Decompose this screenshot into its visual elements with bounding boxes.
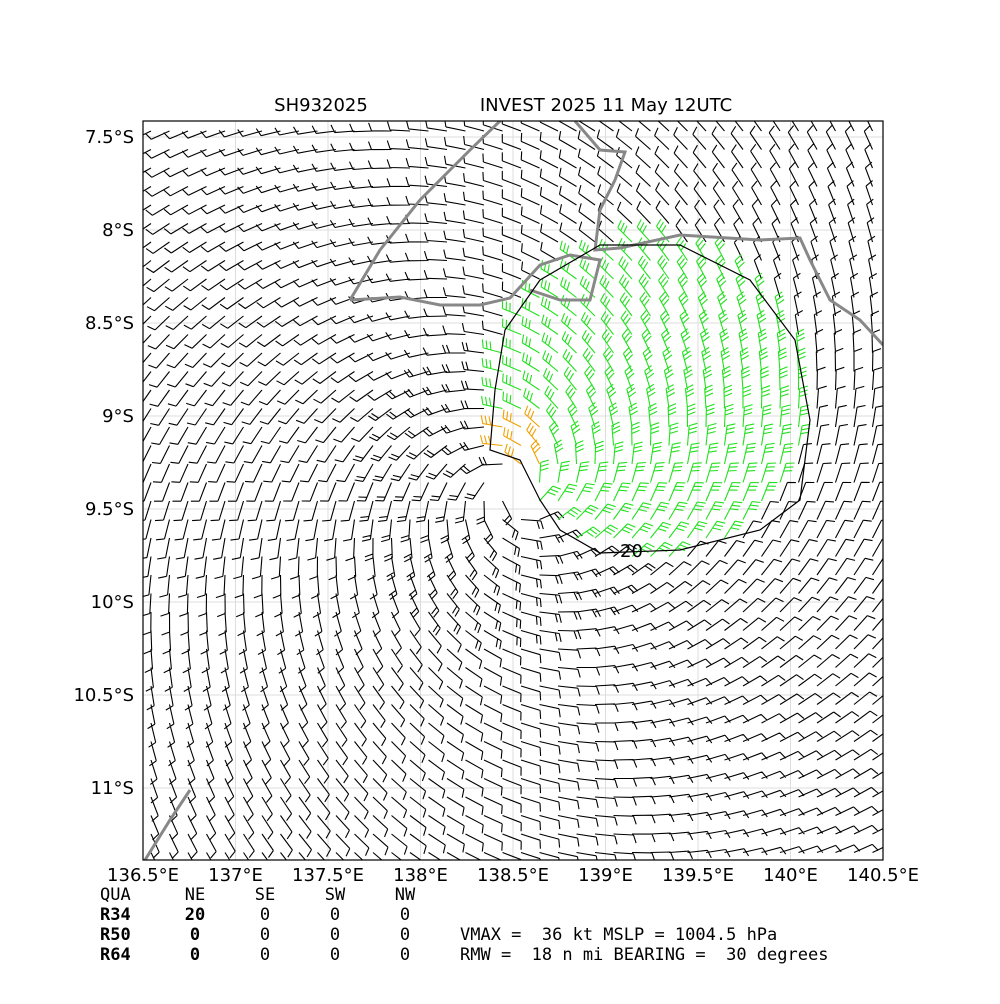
table-cell: 0 <box>260 925 270 945</box>
table-cell: 0 <box>260 945 270 965</box>
table-cell: 0 <box>190 925 200 945</box>
table-cell: R50 <box>100 925 131 945</box>
x-tick-label: 140.5°E <box>847 865 919 886</box>
table-cell: R34 <box>100 905 131 925</box>
title: INVEST 2025 11 May 12UTC <box>480 95 732 116</box>
barbs-green <box>481 218 811 557</box>
x-tick-label: 136.5°E <box>107 865 179 886</box>
y-tick-label: 9°S <box>102 406 134 427</box>
y-tick-label: 9.5°S <box>85 499 134 520</box>
stats-line: RMW = 18 n mi BEARING = 30 degrees <box>460 945 828 965</box>
table-header: NW <box>395 885 416 905</box>
x-tick-label: 138.5°E <box>477 865 549 886</box>
table-cell: 0 <box>330 945 340 965</box>
table-cell: 0 <box>330 925 340 945</box>
table-cell: R64 <box>100 945 131 965</box>
table-cell: 20 <box>185 905 205 925</box>
plot-area: 20 <box>143 121 883 860</box>
table-cell: 0 <box>400 945 410 965</box>
x-tick-label: 138°E <box>393 865 448 886</box>
storm-id: SH932025 <box>274 95 368 116</box>
stats-line: VMAX = 36 kt MSLP = 1004.5 hPa <box>460 925 777 945</box>
x-tick-label: 139°E <box>578 865 633 886</box>
y-tick-label: 10°S <box>91 592 134 613</box>
table-header: QUA <box>100 885 131 905</box>
table-header: NE <box>185 885 205 905</box>
wind-barbs <box>143 121 883 860</box>
axes: 136.5°E 137°E 137.5°E 138°E 138.5°E 139°E 139.… <box>73 127 918 886</box>
contour-label: 20 <box>620 541 643 562</box>
y-tick-label: 8.5°S <box>85 313 134 334</box>
table-cell: 0 <box>330 905 340 925</box>
wind-contour <box>489 244 811 554</box>
table-cell: 0 <box>400 925 410 945</box>
coastline <box>143 121 883 860</box>
barbs-black <box>143 121 883 860</box>
y-tick-label: 7.5°S <box>85 127 134 148</box>
table-header: SE <box>255 885 275 905</box>
table-cell: 0 <box>400 905 410 925</box>
table-cell: 0 <box>190 945 200 965</box>
x-tick-label: 139.5°E <box>662 865 734 886</box>
y-tick-label: 10.5°S <box>73 685 134 706</box>
y-tick-label: 11°S <box>91 778 134 799</box>
x-tick-label: 140°E <box>763 865 818 886</box>
x-tick-label: 137.5°E <box>292 865 364 886</box>
map-frame <box>142 120 884 861</box>
table-header: SW <box>325 885 346 905</box>
x-tick-label: 137°E <box>208 865 263 886</box>
table-cell: 0 <box>260 905 270 925</box>
y-tick-label: 8°S <box>102 220 134 241</box>
barbs-orange <box>479 405 541 465</box>
